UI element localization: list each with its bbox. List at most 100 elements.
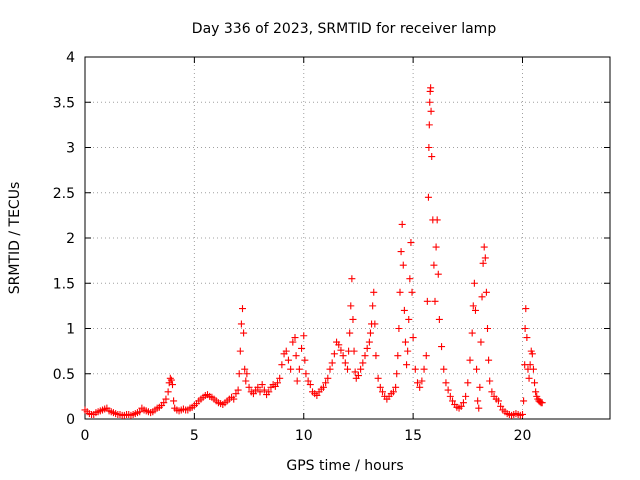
data-point-109 — [301, 356, 309, 364]
data-point-176 — [414, 379, 421, 387]
data-point-88 — [258, 381, 266, 389]
data-point-132 — [347, 302, 355, 310]
data-point-43 — [170, 397, 178, 405]
data-point-184 — [425, 121, 433, 129]
data-point-165 — [399, 261, 407, 269]
data-point-217 — [475, 404, 483, 412]
data-point-108 — [300, 332, 308, 340]
data-point-227 — [486, 377, 494, 385]
data-point-178 — [418, 377, 426, 385]
data-point-152 — [379, 388, 386, 396]
data-point-231 — [494, 397, 502, 405]
data-point-159 — [393, 370, 401, 378]
data-point-218 — [476, 383, 484, 391]
data-point-123 — [330, 350, 338, 358]
data-point-187 — [427, 84, 435, 92]
data-point-193 — [432, 243, 440, 251]
data-point-127 — [339, 352, 347, 360]
y-tick-label: 1 — [66, 322, 75, 338]
data-point-243 — [520, 397, 528, 405]
data-point-76 — [237, 320, 245, 328]
data-point-91 — [265, 388, 273, 396]
y-tick-label: 3.5 — [53, 95, 75, 111]
data-point-160 — [394, 352, 402, 360]
data-point-202 — [449, 397, 456, 405]
data-point-106 — [295, 365, 303, 373]
data-point-115 — [313, 391, 321, 399]
data-point-95 — [274, 379, 281, 387]
data-point-84 — [249, 390, 257, 398]
data-point-71 — [230, 395, 238, 403]
data-point-120 — [324, 374, 332, 382]
data-point-246 — [522, 305, 530, 313]
y-tick-label: 3 — [66, 141, 75, 157]
data-point-104 — [292, 352, 300, 360]
data-point-149 — [372, 352, 380, 360]
data-point-40 — [166, 374, 174, 382]
data-point-242 — [519, 410, 526, 418]
data-point-216 — [474, 397, 482, 405]
data-point-38 — [164, 388, 172, 396]
data-point-219 — [477, 338, 485, 346]
data-point-119 — [322, 379, 330, 387]
data-point-194 — [433, 216, 441, 224]
data-point-139 — [357, 365, 365, 373]
data-point-172 — [407, 239, 415, 247]
data-point-128 — [341, 359, 349, 367]
data-point-179 — [420, 365, 428, 373]
data-point-105 — [293, 377, 301, 385]
data-point-138 — [354, 372, 362, 380]
data-point-37 — [162, 395, 170, 403]
data-point-250 — [526, 361, 534, 369]
data-point-198 — [440, 365, 448, 373]
data-point-197 — [438, 343, 446, 351]
data-point-206 — [457, 402, 465, 410]
data-point-200 — [444, 386, 452, 394]
data-point-126 — [337, 346, 345, 354]
data-point-168 — [403, 361, 411, 369]
data-point-254 — [531, 379, 539, 387]
data-point-135 — [350, 347, 358, 355]
data-point-173 — [408, 288, 416, 296]
y-tick-label: 1.5 — [53, 276, 75, 292]
data-point-107 — [298, 344, 306, 352]
data-point-247 — [523, 334, 531, 342]
data-point-89 — [260, 386, 268, 394]
y-tick-label: 0 — [66, 412, 75, 428]
data-point-36 — [160, 399, 168, 407]
data-point-171 — [406, 275, 414, 283]
data-point-96 — [276, 374, 284, 382]
data-point-112 — [306, 381, 314, 389]
data-point-196 — [435, 315, 443, 323]
data-point-140 — [359, 359, 367, 367]
data-point-87 — [256, 388, 264, 396]
data-point-74 — [235, 370, 243, 378]
data-point-211 — [468, 329, 476, 337]
data-point-72 — [232, 390, 240, 398]
data-point-86 — [254, 383, 262, 391]
data-point-182 — [424, 193, 432, 201]
data-point-208 — [462, 392, 470, 400]
data-point-25 — [136, 408, 144, 416]
x-tick-label: 0 — [81, 428, 90, 444]
data-point-225 — [484, 325, 491, 332]
data-point-164 — [398, 220, 406, 228]
data-point-41 — [167, 376, 175, 384]
data-point-142 — [363, 344, 371, 352]
data-point-232 — [497, 402, 505, 410]
data-point-188 — [427, 107, 435, 115]
data-point-180 — [422, 352, 430, 360]
data-point-77 — [239, 305, 246, 313]
y-tick-label: 0.5 — [53, 367, 75, 383]
y-axis-label: SRMTID / TECUs — [7, 182, 23, 295]
data-point-169 — [404, 347, 412, 355]
data-point-136 — [351, 368, 359, 376]
data-points — [81, 84, 546, 419]
data-point-174 — [409, 334, 417, 342]
data-point-97 — [278, 361, 286, 369]
data-point-161 — [395, 325, 403, 332]
data-point-166 — [400, 306, 408, 314]
data-point-151 — [376, 383, 384, 391]
data-point-82 — [245, 383, 253, 391]
